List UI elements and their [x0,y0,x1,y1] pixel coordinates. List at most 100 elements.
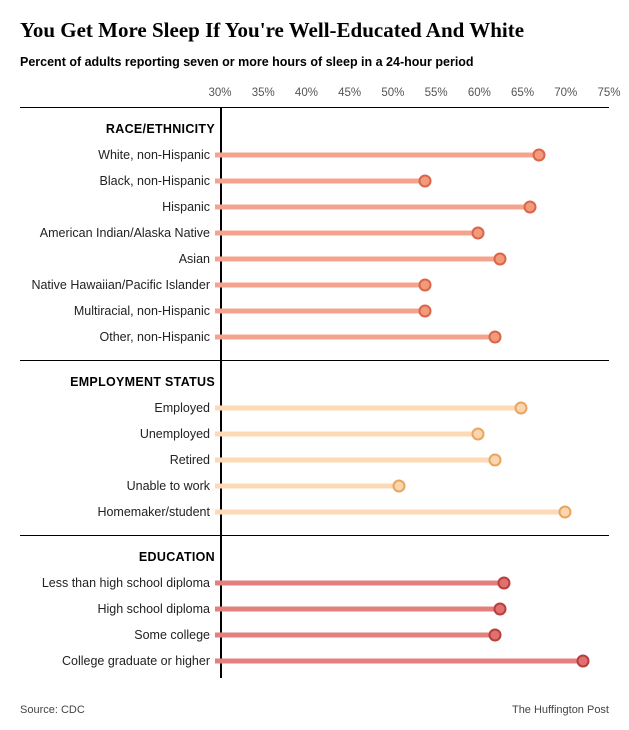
lollipop-dot [489,629,502,642]
bar [215,309,425,314]
data-row: Some college [20,622,609,648]
lollipop-dot [559,506,572,519]
axis-tick: 35% [252,87,275,99]
data-row: American Indian/Alaska Native [20,220,609,246]
lollipop-dot [493,253,506,266]
plot-area: RACE/ETHNICITY White, non-Hispanic Black, … [20,107,609,678]
lollipop-dot [489,454,502,467]
bar-area [215,570,609,596]
row-label: Employed [20,401,215,415]
data-row: Asian [20,246,609,272]
bar-area [215,499,609,525]
row-label: Retired [20,453,215,467]
bar-area [215,596,609,622]
row-label: Hispanic [20,200,215,214]
row-label: Unemployed [20,427,215,441]
row-label: Black, non-Hispanic [20,174,215,188]
axis-tick: 30% [208,87,231,99]
lollipop-dot [489,331,502,344]
chart-footer: Source: CDC The Huffington Post [20,704,609,716]
lollipop-dot [497,577,510,590]
data-row: Black, non-Hispanic [20,168,609,194]
bar [215,283,425,288]
chart-group: RACE/ETHNICITY White, non-Hispanic Black, … [20,108,609,361]
lollipop-dot [493,603,506,616]
row-label: High school diploma [20,602,215,616]
data-row: White, non-Hispanic [20,142,609,168]
axis-tick: 50% [381,87,404,99]
lollipop-dot [471,227,484,240]
group-header: RACE/ETHNICITY [20,122,215,136]
lollipop-dot [419,175,432,188]
bar-area [215,648,609,674]
row-label: American Indian/Alaska Native [20,226,215,240]
bar-area [215,246,609,272]
chart-group: EMPLOYMENT STATUS Employed Unemployed Retir… [20,361,609,536]
row-label: Homemaker/student [20,505,215,519]
data-row: Hispanic [20,194,609,220]
data-row: Unemployed [20,421,609,447]
data-row: Employed [20,395,609,421]
row-label: Multiracial, non-Hispanic [20,304,215,318]
bar-area [215,324,609,350]
source-text: Source: CDC [20,704,85,716]
bar [215,484,399,489]
group-header: EDUCATION [20,550,215,564]
bar [215,205,530,210]
bar [215,581,504,586]
lollipop-dot [576,655,589,668]
bar [215,607,500,612]
lollipop-dot [419,305,432,318]
data-row: Native Hawaiian/Pacific Islander [20,272,609,298]
bar [215,510,565,515]
data-row: Less than high school diploma [20,570,609,596]
bar-area [215,447,609,473]
bar [215,153,539,158]
chart-group: EDUCATION Less than high school diploma Hi… [20,536,609,678]
bar [215,231,478,236]
axis-tick: 45% [338,87,361,99]
axis-tick: 40% [295,87,318,99]
row-label: Less than high school diploma [20,576,215,590]
bar-area [215,421,609,447]
row-label: Other, non-Hispanic [20,330,215,344]
bar [215,406,521,411]
bar-area [215,395,609,421]
data-row: College graduate or higher [20,648,609,674]
attribution-text: The Huffington Post [512,704,609,716]
axis-tick: 75% [597,87,620,99]
axis-tick: 65% [511,87,534,99]
chart-subtitle: Percent of adults reporting seven or mor… [20,55,609,69]
row-label: Native Hawaiian/Pacific Islander [20,278,215,292]
lollipop-dot [471,428,484,441]
row-label: Unable to work [20,479,215,493]
bar-area [215,220,609,246]
bar [215,335,495,340]
row-label: Asian [20,252,215,266]
bar-area [215,168,609,194]
row-label: White, non-Hispanic [20,148,215,162]
bar [215,633,495,638]
row-label: Some college [20,628,215,642]
bar [215,179,425,184]
lollipop-dot [532,149,545,162]
axis-tick: 55% [425,87,448,99]
lollipop-dot [392,480,405,493]
lollipop-dot [515,402,528,415]
group-header: EMPLOYMENT STATUS [20,375,215,389]
data-row: Retired [20,447,609,473]
bar-area [215,272,609,298]
lollipop-dot [524,201,537,214]
axis-tick: 70% [554,87,577,99]
bar [215,659,583,664]
bar-area [215,298,609,324]
data-row: Other, non-Hispanic [20,324,609,350]
bar [215,257,500,262]
chart-title: You Get More Sleep If You're Well-Educat… [20,18,609,43]
bar [215,432,478,437]
bar-area [215,473,609,499]
data-row: Multiracial, non-Hispanic [20,298,609,324]
bar-area [215,142,609,168]
axis-tick: 60% [468,87,491,99]
bar-area [215,194,609,220]
